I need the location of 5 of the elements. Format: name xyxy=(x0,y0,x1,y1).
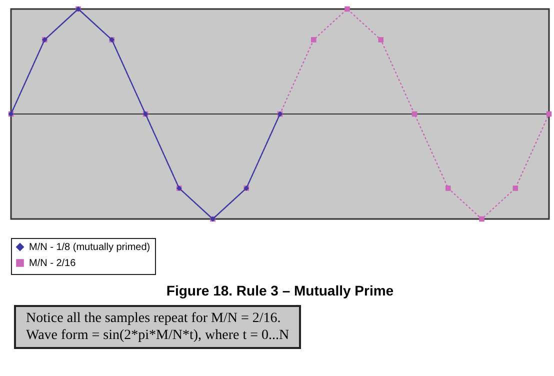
text: Figure 18. Rule 3 – Mutually Prime xyxy=(166,282,394,298)
text: Notice all the samples repeat for M/N = 2/16. xyxy=(26,311,281,326)
legend-label: M/N - 1/8 (mutually primed) xyxy=(29,242,150,253)
legend-label: M/N - 2/16 xyxy=(29,258,76,269)
text: Wave form = sin(2*pi*M/N*t), where t = 0...N xyxy=(26,328,290,343)
